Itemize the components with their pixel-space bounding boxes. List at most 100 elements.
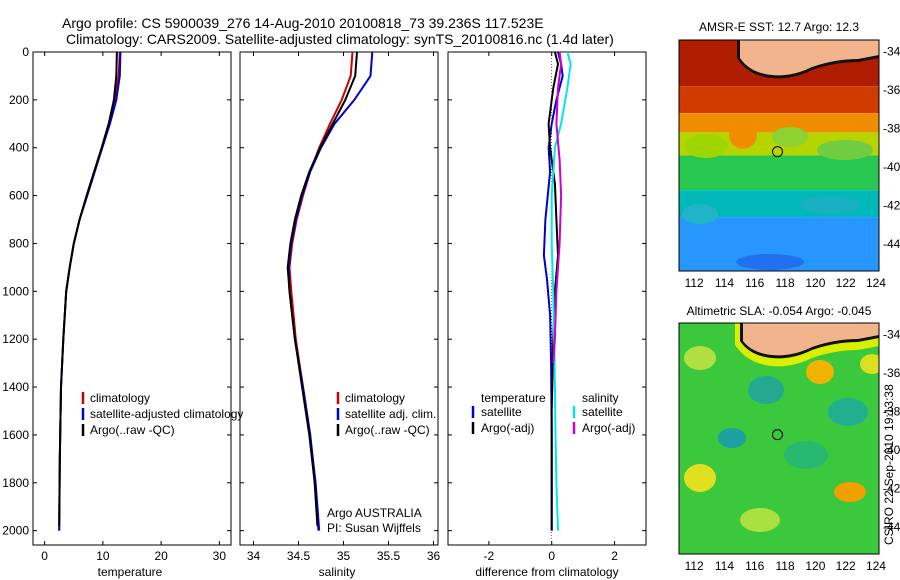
sal-xtick-label: 34 bbox=[247, 549, 261, 563]
depth-tick-label: 1600 bbox=[2, 428, 29, 442]
legend-title-temperature: temperature bbox=[481, 391, 546, 405]
salinity-legend: climatology satellite adj. clim. Argo(..… bbox=[336, 391, 436, 437]
diff-series-temperature-satellite bbox=[542, 52, 564, 531]
sst-map-frame bbox=[678, 39, 880, 272]
temp-xtick-label: 20 bbox=[154, 549, 168, 563]
sla-map-title: Altimetric SLA: -0.054 Argo: -0.045 bbox=[687, 304, 872, 318]
temperature-series-group bbox=[58, 52, 122, 531]
sst-lon-label: 114 bbox=[715, 276, 734, 290]
sst-front-patch bbox=[772, 127, 808, 147]
timestamp-label: CSIRO 22-Sep-2010 19:13:38 bbox=[882, 384, 896, 545]
sla-low-patch-1 bbox=[748, 376, 784, 404]
temp-xtick-label: 0 bbox=[41, 549, 48, 563]
sla-argo-location-marker bbox=[771, 429, 783, 441]
difference-series-group bbox=[542, 52, 572, 545]
sst-lon-label: 120 bbox=[805, 276, 825, 290]
sst-cool-patch-west bbox=[682, 204, 718, 224]
temperature-panel-frame bbox=[32, 51, 232, 546]
sst-lon-label: 118 bbox=[775, 276, 794, 290]
salinity-series-group bbox=[286, 52, 374, 531]
sst-lat-label: -34 bbox=[883, 45, 900, 59]
sst-lat-label: -38 bbox=[883, 122, 900, 136]
sal-xtick-label: 35 bbox=[337, 549, 351, 563]
depth-tick-label: 0 bbox=[22, 45, 29, 59]
depth-tick-label: 2000 bbox=[2, 524, 29, 538]
sst-cold-patch bbox=[736, 254, 804, 270]
diff-xtick-label: 2 bbox=[611, 549, 618, 563]
sst-band bbox=[679, 86, 879, 114]
sal-xtick-label: 36 bbox=[427, 549, 441, 563]
sla-high-patch-1 bbox=[684, 346, 716, 370]
depth-tick-label: 1000 bbox=[2, 284, 29, 298]
sst-lon-label: 112 bbox=[685, 276, 704, 290]
sla-lon-label: 118 bbox=[775, 559, 794, 573]
legend-label-sal-argo-diff: Argo(-adj) bbox=[582, 421, 635, 435]
temperature-xlabel: temperature bbox=[98, 565, 163, 579]
diff-series-salinity-satellite bbox=[550, 52, 572, 531]
difference-xlabel: difference from climatology bbox=[475, 565, 618, 579]
temperature-legend: climatology satellite-adjusted climatolo… bbox=[81, 391, 243, 437]
depth-tick-label: 1200 bbox=[2, 332, 29, 346]
legend-label-argo: Argo(..raw -QC) bbox=[90, 423, 175, 437]
sst-map-field bbox=[679, 40, 879, 271]
sst-front-patch-east bbox=[817, 140, 873, 160]
sst-lat-label: -36 bbox=[883, 83, 900, 97]
depth-tick-label: 400 bbox=[9, 141, 29, 155]
sst-band bbox=[679, 155, 879, 191]
sla-map-field bbox=[679, 323, 879, 554]
legend-label-climatology: climatology bbox=[90, 391, 150, 405]
sst-lat-label: -40 bbox=[883, 160, 900, 174]
sla-land bbox=[743, 323, 879, 356]
sst-lon-label: 116 bbox=[745, 276, 764, 290]
sla-lon-label: 114 bbox=[715, 559, 734, 573]
salinity-panel-frame bbox=[239, 51, 439, 546]
sla-lat-label: -40 bbox=[883, 443, 900, 457]
legend-label-sal-argo: Argo(..raw -QC) bbox=[345, 423, 430, 437]
sla-low-patch-2 bbox=[828, 398, 868, 426]
sla-lon-label: 122 bbox=[836, 559, 856, 573]
difference-panel-frame bbox=[447, 51, 647, 546]
sal-xtick-label: 35.5 bbox=[377, 549, 401, 563]
temp-series-argo-raw-qc bbox=[58, 52, 118, 526]
difference-legend: temperature satellite Argo(-adj) salinit… bbox=[471, 391, 635, 435]
sst-warm-eddy bbox=[729, 121, 757, 149]
sst-front-patch-west bbox=[684, 134, 728, 158]
sst-lat-label: -44 bbox=[883, 237, 900, 251]
axis-ticks-group: 0 10 20 30020040060080010001200140016001800… bbox=[2, 45, 900, 573]
depth-tick-label: 800 bbox=[9, 236, 29, 250]
sla-high-patch-2 bbox=[806, 360, 834, 384]
sla-high-patch-6 bbox=[740, 508, 780, 532]
sla-lat-label: -36 bbox=[883, 366, 900, 380]
sal-series-climatology bbox=[288, 52, 354, 531]
depth-tick-label: 1400 bbox=[2, 380, 29, 394]
diff-xtick-label: -2 bbox=[484, 549, 495, 563]
sst-band bbox=[679, 113, 879, 133]
sla-high-patch-4 bbox=[684, 464, 716, 492]
sst-land bbox=[740, 40, 879, 76]
sla-lon-label: 116 bbox=[745, 559, 764, 573]
sla-low-patch-3 bbox=[718, 428, 746, 448]
temp-xtick-label: 10 bbox=[96, 549, 110, 563]
figure-title-line2: Climatology: CARS2009. Satellite-adjuste… bbox=[66, 31, 614, 47]
diff-xtick-label: 0 bbox=[548, 549, 555, 563]
legend-label-temp-argo: Argo(-adj) bbox=[481, 421, 534, 435]
argo-country-label: Argo AUSTRALIA bbox=[327, 506, 422, 520]
temp-xtick-label: 30 bbox=[213, 549, 227, 563]
sla-low-patch-4 bbox=[784, 441, 828, 469]
sal-series-argo-raw-qc bbox=[286, 52, 358, 526]
legend-label-sal-satellite-diff: satellite bbox=[582, 405, 623, 419]
sla-lat-label: -38 bbox=[883, 405, 900, 419]
sla-map-frame bbox=[678, 322, 880, 555]
sla-lat-label: -42 bbox=[883, 482, 900, 496]
sla-lat-label: -44 bbox=[883, 520, 900, 534]
sst-lon-label: 124 bbox=[866, 276, 886, 290]
legend-label-temp-satellite: satellite bbox=[481, 405, 522, 419]
sst-cool-patch-east bbox=[800, 196, 860, 214]
sst-argo-location-marker bbox=[771, 146, 783, 158]
figure-title-line1: Argo profile: CS 5900039_276 14-Aug-2010… bbox=[62, 15, 544, 31]
legend-label-sal-climatology: climatology bbox=[345, 391, 405, 405]
legend-label-satellite: satellite-adjusted climatology bbox=[90, 407, 243, 421]
salinity-xlabel: salinity bbox=[319, 565, 356, 579]
sla-high-patch-5 bbox=[834, 482, 866, 502]
